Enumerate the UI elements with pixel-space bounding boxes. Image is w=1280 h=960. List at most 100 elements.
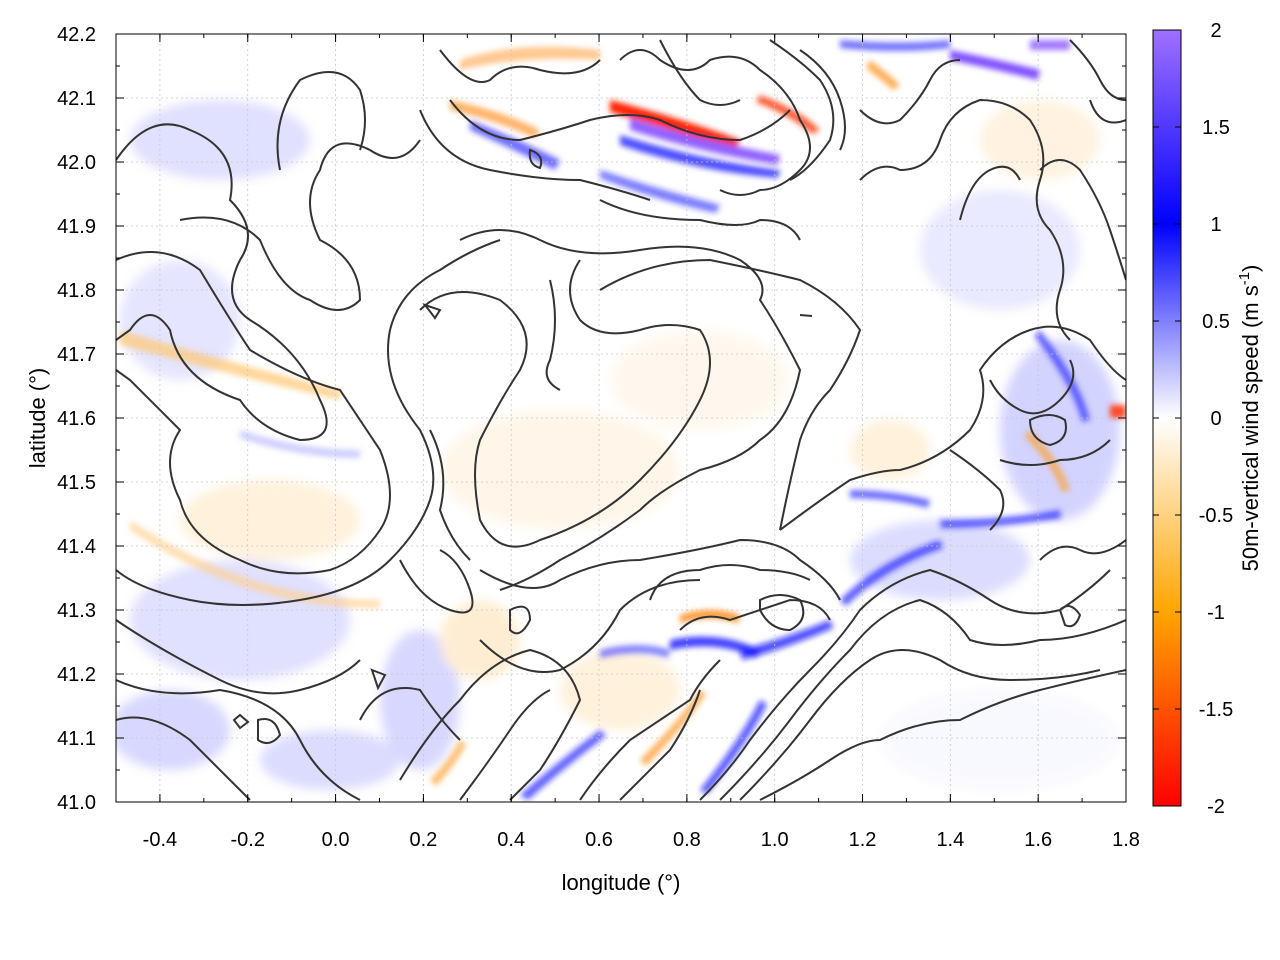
contour-line	[799, 49, 846, 151]
colorbar-tick-label: 1	[1210, 214, 1221, 236]
x-axis-label: longitude (°)	[562, 870, 681, 895]
contour-line	[422, 303, 442, 320]
colorbar-label-sup: -1	[1236, 272, 1253, 285]
y-tick-label: 41.9	[57, 216, 96, 238]
contour-line	[449, 99, 791, 142]
contour-line	[599, 258, 862, 531]
contour-line	[859, 98, 1071, 341]
contour-line	[1069, 39, 1126, 101]
contour-line	[739, 649, 1101, 801]
contour-line	[528, 148, 543, 170]
contour-line	[116, 123, 328, 442]
colorbar-tick-label: 1.5	[1202, 117, 1230, 139]
y-tick-label: 41.3	[57, 600, 96, 622]
contour-line	[999, 439, 1111, 466]
colorbar-tick-label: -2	[1207, 796, 1225, 818]
colorbar-tick-label: 0.5	[1202, 311, 1230, 333]
x-tick-label: 1.4	[936, 829, 964, 851]
contour-line	[619, 49, 811, 196]
colorbar-ticks: 2 1.5 1 0.5 0 -0.5 -1 -1.5 -2	[1153, 20, 1233, 818]
contour-line	[479, 579, 701, 673]
colorbar-label: 50m-vertical wind speed (m s-1)	[1236, 265, 1263, 572]
contour-line	[699, 568, 1111, 801]
contour-line	[276, 71, 366, 171]
x-tick-label: 1.8	[1112, 829, 1140, 851]
contour-line	[439, 49, 601, 83]
contour-line	[116, 716, 251, 801]
contour-line	[359, 687, 461, 741]
contour-line	[1039, 159, 1126, 281]
y-tick-label: 42.1	[57, 88, 96, 110]
contour-line	[419, 109, 651, 201]
colorbar-tick-label: -0.5	[1199, 505, 1233, 527]
contour-line	[959, 165, 1021, 221]
y-tick-label: 41.5	[57, 472, 96, 494]
contour-line	[232, 713, 250, 730]
contour-line	[1028, 414, 1067, 447]
contour-line	[116, 239, 501, 606]
contour-line	[659, 39, 741, 106]
y-tick-label: 41.6	[57, 408, 96, 430]
x-tick-label: 1.6	[1024, 829, 1052, 851]
contour-line	[759, 669, 1126, 801]
contour-line	[759, 594, 805, 632]
x-tick-label: 0.2	[409, 829, 437, 851]
contour-line	[579, 659, 721, 801]
y-tick-label: 42.0	[57, 152, 96, 174]
x-tick-label: 0.0	[322, 829, 350, 851]
y-tick-label: 41.7	[57, 344, 96, 366]
contour-line	[1039, 539, 1126, 561]
contour-line	[545, 279, 561, 391]
x-tick-label: 0.8	[673, 829, 701, 851]
x-tick-label: -0.2	[231, 829, 265, 851]
y-tick-label: 41.0	[57, 792, 96, 814]
contour-line	[429, 429, 471, 561]
contour-line	[779, 325, 1126, 531]
contour-line	[116, 251, 391, 575]
x-tick-label: 1.2	[849, 829, 877, 851]
x-tick-label: 0.6	[585, 829, 613, 851]
colorbar-tick-label: 2	[1210, 20, 1221, 42]
contour-line	[859, 59, 961, 125]
x-axis: -0.4 -0.2 0.0 0.2 0.4 0.6 0.8 1.0 1.2 1.4 1.6 1.8	[115, 34, 1140, 851]
y-axis-label: latitude (°)	[25, 368, 50, 469]
contour-line	[459, 689, 551, 801]
contour-line	[719, 598, 1126, 801]
heatmap-strong-features	[120, 40, 1126, 800]
contour-line	[399, 549, 474, 614]
colorbar-tick-label: -1.5	[1199, 699, 1233, 721]
contour-line	[116, 679, 361, 801]
contour-line	[1089, 99, 1126, 124]
colorbar-label-end: )	[1238, 265, 1263, 272]
contour-line	[799, 314, 813, 317]
y-tick-label: 41.2	[57, 664, 96, 686]
y-axis: 41.0 41.1 41.2 41.3 41.4 41.5 41.6 41.7 41.8 41.9…	[57, 24, 1126, 814]
contour-line	[1058, 605, 1082, 628]
contour-line	[370, 668, 387, 691]
contour-line	[479, 538, 841, 601]
contour-line	[649, 564, 811, 601]
contour-line	[509, 605, 532, 635]
y-tick-label: 41.8	[57, 280, 96, 302]
contour-line	[599, 199, 801, 241]
y-tick-label: 41.4	[57, 536, 96, 558]
x-tick-label: 0.4	[497, 829, 525, 851]
colorbar-tick-label: -1	[1207, 602, 1225, 624]
contour-line	[116, 619, 361, 695]
x-tick-label: 1.0	[761, 829, 789, 851]
contour-line	[989, 359, 1075, 415]
contour-line	[419, 259, 711, 548]
contour-line	[459, 229, 802, 591]
x-tick-label: -0.4	[143, 829, 177, 851]
y-tick-label: 41.1	[57, 728, 96, 750]
contour-line	[399, 648, 582, 801]
contour-line	[257, 718, 282, 745]
colorbar-tick-label: 0	[1210, 408, 1221, 430]
terrain-contours	[116, 39, 1126, 801]
contour-line	[769, 39, 835, 181]
y-tick-label: 42.2	[57, 24, 96, 46]
contour-line	[949, 449, 1005, 531]
colorbar-label-main: 50m-vertical wind speed (m s	[1238, 285, 1263, 571]
contour-line	[619, 689, 701, 801]
